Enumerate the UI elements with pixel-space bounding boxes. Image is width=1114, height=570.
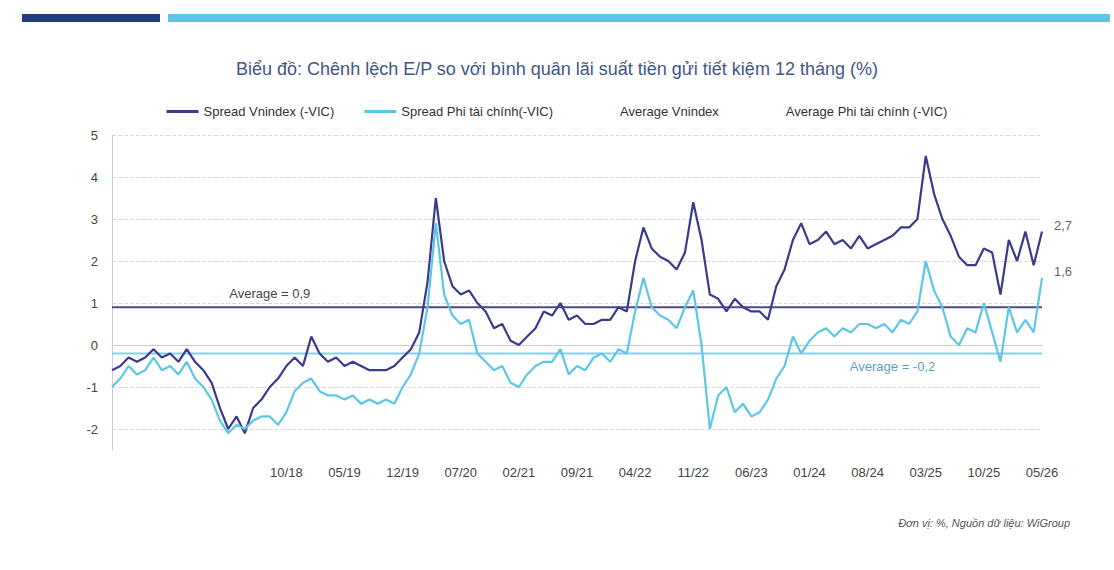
svg-text:3: 3 (91, 212, 98, 227)
svg-text:01/24: 01/24 (793, 465, 826, 480)
svg-text:5: 5 (91, 128, 98, 143)
svg-text:07/20: 07/20 (444, 465, 477, 480)
svg-text:0: 0 (91, 338, 98, 353)
svg-text:Average = 0,9: Average = 0,9 (229, 286, 310, 301)
svg-text:Average Vnindex: Average Vnindex (620, 104, 719, 119)
svg-text:10/18: 10/18 (270, 465, 303, 480)
svg-text:10/25: 10/25 (968, 465, 1001, 480)
svg-text:4: 4 (91, 170, 98, 185)
svg-text:-2: -2 (86, 422, 98, 437)
svg-text:Spread Vnindex (-VIC): Spread Vnindex (-VIC) (204, 104, 335, 119)
svg-text:05/19: 05/19 (328, 465, 361, 480)
svg-text:03/25: 03/25 (909, 465, 942, 480)
svg-text:Average = -0,2: Average = -0,2 (850, 359, 935, 374)
svg-text:12/19: 12/19 (386, 465, 419, 480)
svg-text:08/24: 08/24 (851, 465, 884, 480)
svg-text:-1: -1 (86, 380, 98, 395)
svg-text:05/26: 05/26 (1026, 465, 1059, 480)
svg-text:Đơn vị: %, Nguồn dữ liệu: WiGr: Đơn vị: %, Nguồn dữ liệu: WiGroup (898, 517, 1070, 529)
svg-text:2: 2 (91, 254, 98, 269)
svg-text:1,6: 1,6 (1054, 264, 1072, 279)
svg-text:Average Phi tài chính (-VIC): Average Phi tài chính (-VIC) (786, 104, 948, 119)
svg-text:Spread Phi tài chính(-VIC): Spread Phi tài chính(-VIC) (401, 104, 553, 119)
svg-text:09/21: 09/21 (561, 465, 594, 480)
svg-text:1: 1 (91, 296, 98, 311)
svg-text:04/22: 04/22 (619, 465, 652, 480)
svg-text:Biểu đồ: Chênh lệch E/P so với: Biểu đồ: Chênh lệch E/P so với bình quân… (236, 59, 878, 79)
svg-text:11/22: 11/22 (677, 465, 709, 480)
svg-text:2,7: 2,7 (1054, 218, 1072, 233)
svg-text:02/21: 02/21 (503, 465, 536, 480)
svg-text:06/23: 06/23 (735, 465, 768, 480)
